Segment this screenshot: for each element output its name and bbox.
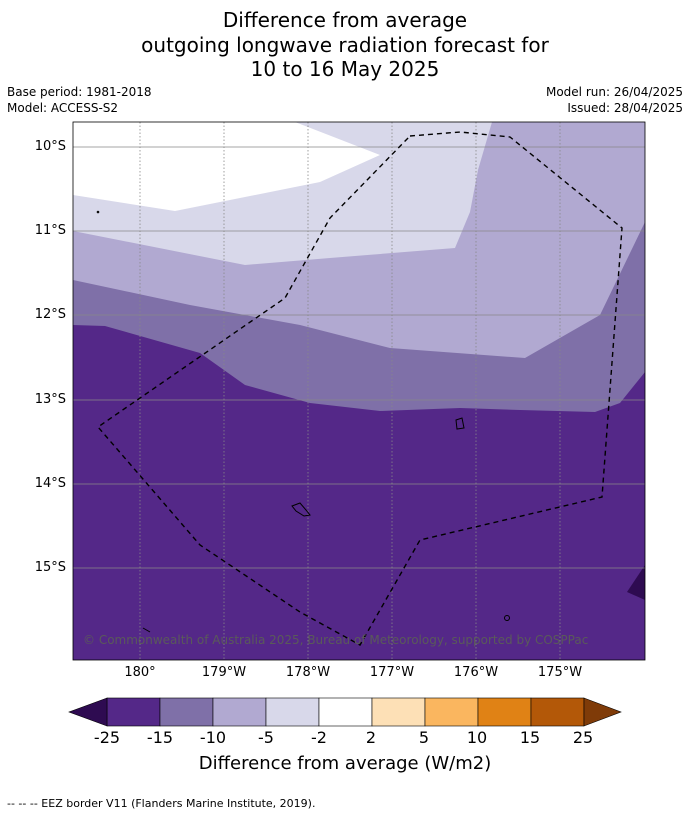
colorbar-tick: -10 <box>199 728 227 747</box>
copyright-notice: © Commonwealth of Australia 2025, Bureau… <box>83 633 589 647</box>
lat-label-10s: 10°S <box>34 139 66 154</box>
colorbar-swatch <box>371 697 426 727</box>
colorbar-swatch <box>106 697 161 727</box>
lon-label-177w: 177°W <box>369 665 415 680</box>
model-run: Model run: 26/04/2025 <box>545 85 683 99</box>
title-line-3: 10 to 16 May 2025 <box>250 57 440 81</box>
forecast-field <box>73 122 645 660</box>
eez-footnote: -- -- -- EEZ border V11 (Flanders Marine… <box>7 797 316 810</box>
island-southwest <box>142 627 151 633</box>
colorbar-tick: -5 <box>258 728 274 747</box>
island-west <box>291 502 311 517</box>
gridlines <box>73 122 645 660</box>
colorbar-tick: -25 <box>93 728 121 747</box>
colorbar-swatch <box>212 697 267 727</box>
colorbar-tick: 15 <box>519 728 541 747</box>
lon-label-180: 180° <box>124 665 156 680</box>
colorbar-swatch <box>159 697 214 727</box>
lon-label-175w: 175°W <box>537 665 583 680</box>
colorbar-over-arrow <box>583 697 622 727</box>
colorbar <box>68 697 622 727</box>
colorbar-label: Difference from average (W/m2) <box>198 753 492 774</box>
base-period: Base period: 1981-2018 <box>7 85 152 99</box>
issued-date: Issued: 28/04/2025 <box>567 101 683 115</box>
title-line-1: Difference from average <box>222 8 468 32</box>
lat-label-11s: 11°S <box>34 223 66 238</box>
lon-label-179w: 179°W <box>201 665 247 680</box>
colorbar-tick: 10 <box>466 728 488 747</box>
colorbar-tick: -15 <box>146 728 174 747</box>
region-minus25-to-minus15 <box>73 325 645 660</box>
island-north <box>96 210 100 214</box>
meta-right: Model run: 26/04/2025 Issued: 28/04/2025 <box>546 84 683 116</box>
lat-label-14s: 14°S <box>34 476 66 491</box>
lat-label-12s: 12°S <box>34 307 66 322</box>
model-name: Model: ACCESS-S2 <box>7 101 119 115</box>
colorbar-swatch <box>265 697 320 727</box>
eez-border <box>96 131 623 646</box>
meta-left: Base period: 1981-2018 Model: ACCESS-S2 <box>7 84 152 116</box>
colorbar-tick: -2 <box>311 728 327 747</box>
colorbar-under-arrow <box>68 697 108 727</box>
map-title: Difference from average outgoing longwav… <box>0 8 690 82</box>
island-east <box>455 417 465 430</box>
colorbar-swatch <box>318 697 373 727</box>
title-line-2: outgoing longwave radiation forecast for <box>141 32 549 57</box>
map-frame <box>72 121 646 661</box>
island-southeast <box>504 615 510 621</box>
colorbar-swatch <box>424 697 479 727</box>
region-below-minus25 <box>627 565 645 600</box>
lat-label-15s: 15°S <box>34 560 66 575</box>
lon-label-176w: 176°W <box>453 665 499 680</box>
colorbar-tick: 5 <box>418 728 430 747</box>
colorbar-tick: 2 <box>365 728 377 747</box>
islands <box>96 210 510 633</box>
lat-label-13s: 13°S <box>34 392 66 407</box>
colorbar-tick: 25 <box>572 728 594 747</box>
colorbar-swatch <box>477 697 532 727</box>
colorbar-swatch <box>530 697 585 727</box>
lon-label-178w: 178°W <box>285 665 331 680</box>
